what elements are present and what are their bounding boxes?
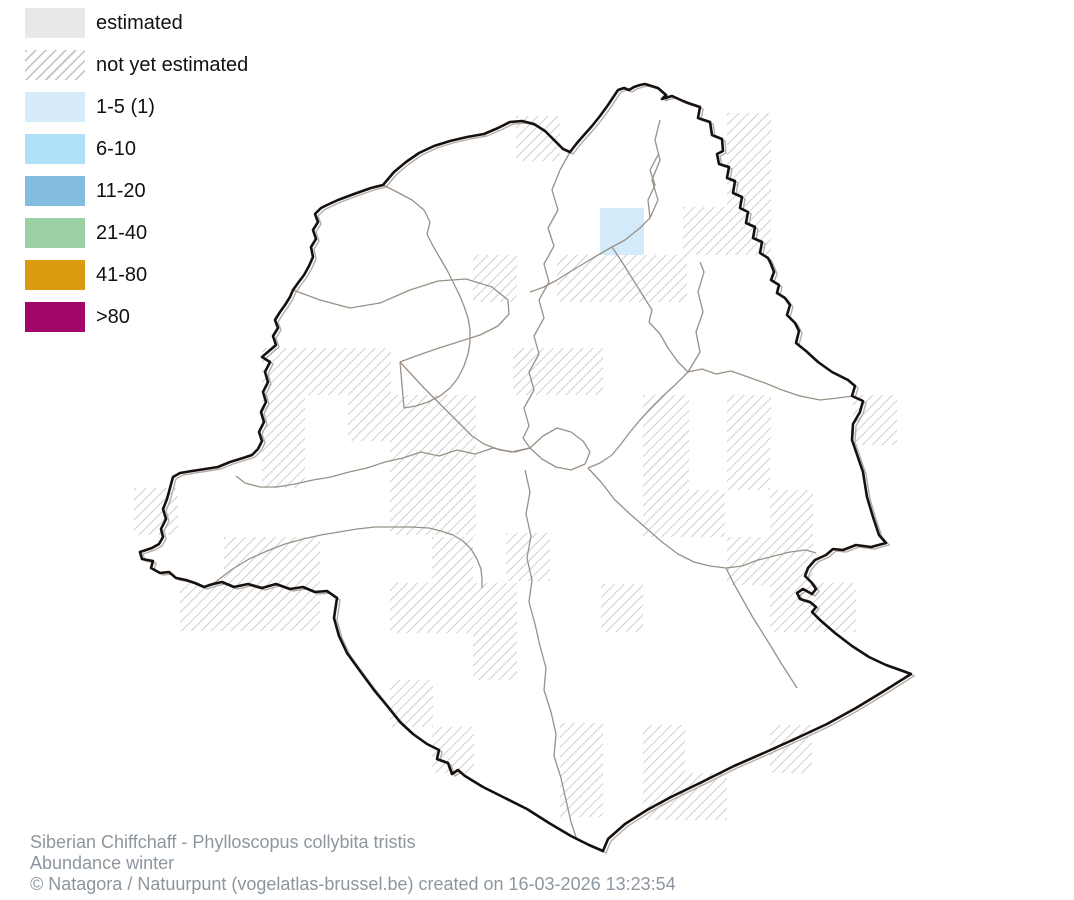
grid-cell-not-yet-estimated xyxy=(390,680,433,727)
legend-label: >80 xyxy=(96,305,130,328)
grid-cell-not-yet-estimated xyxy=(390,583,433,633)
grid-cell-not-yet-estimated xyxy=(643,725,685,773)
grid-cell-not-yet-estimated xyxy=(813,583,856,632)
grid-cell-not-yet-estimated xyxy=(432,488,476,535)
grid-cell-not-yet-estimated xyxy=(557,255,601,302)
grid-cell-not-yet-estimated xyxy=(390,441,433,488)
legend-row-1-5: 1-5 (1) xyxy=(25,92,248,122)
grid-cell-not-yet-estimated xyxy=(560,723,603,770)
grid-cell-not-yet-estimated xyxy=(348,395,391,441)
grid-cell-not-yet-estimated xyxy=(683,207,727,255)
grid-cell-not-yet-estimated xyxy=(134,488,178,535)
grid-cell-not-yet-estimated xyxy=(473,255,517,302)
legend-label: 6-10 xyxy=(96,137,137,160)
grid-cell-not-yet-estimated xyxy=(432,441,476,488)
grid-cell-not-yet-estimated xyxy=(685,490,725,537)
grid-cell-not-yet-estimated xyxy=(770,490,813,537)
grid-cell-not-yet-estimated xyxy=(727,441,770,490)
legend-row-41-80: 41-80 xyxy=(25,260,248,290)
grid-cell-not-yet-estimated xyxy=(506,533,550,581)
grid-cell-not-yet-estimated xyxy=(643,395,689,441)
grid-cell-not-yet-estimated xyxy=(262,441,305,488)
grid-cell-not-yet-estimated xyxy=(727,537,770,585)
legend-label: 41-80 xyxy=(96,263,148,286)
grid-cell-not-yet-estimated xyxy=(643,490,685,537)
grid-cell-not-yet-estimated xyxy=(473,632,517,680)
legend-row-estimated: estimated xyxy=(25,8,248,38)
legend-swatch-11-20 xyxy=(25,176,85,206)
legend-swatch-41-80 xyxy=(25,260,85,290)
grid-cell-not-yet-estimated xyxy=(432,583,474,633)
grid-cell-not-yet-estimated xyxy=(643,441,689,490)
grid-cell-not-yet-estimated xyxy=(228,583,274,631)
legend-label: not yet estimated xyxy=(96,53,249,76)
grid-cell-not-yet-estimated xyxy=(305,348,348,395)
legend-label: estimated xyxy=(96,11,183,34)
grid-cell-not-yet-estimated xyxy=(432,537,473,583)
grid-cell-not-yet-estimated xyxy=(727,395,771,441)
legend-row-not-yet-estimated: not yet estimated xyxy=(25,50,248,80)
map-subtitle: Abundance winter xyxy=(30,853,175,873)
grid-cell-not-yet-estimated xyxy=(601,584,643,632)
grid-cell-not-yet-estimated xyxy=(180,583,228,631)
map-captions: Siberian Chiffchaff - Phylloscopus colly… xyxy=(30,832,676,895)
grid-cell-not-yet-estimated xyxy=(727,113,771,160)
legend-label: 1-5 (1) xyxy=(96,95,155,118)
copyright-line: © Natagora / Natuurpunt (vogelatlas-brus… xyxy=(30,874,676,894)
legend: estimated not yet estimated 1-5 (1) 6-10… xyxy=(25,8,248,332)
grid-cell-not-yet-estimated xyxy=(560,770,603,817)
legend-swatch-estimated xyxy=(25,8,85,38)
legend-swatch-1-5 xyxy=(25,92,85,122)
legend-row-11-20: 11-20 xyxy=(25,176,248,206)
legend-row-gt80: >80 xyxy=(25,302,248,332)
grid-cell-not-yet-estimated xyxy=(727,207,771,255)
grid-cell-not-yet-estimated xyxy=(853,395,897,445)
species-title: Siberian Chiffchaff - Phylloscopus colly… xyxy=(30,832,416,852)
grid-cell-not-yet-estimated xyxy=(558,348,603,395)
grid-cells-layer xyxy=(134,113,897,820)
grid-cell-not-yet-estimated xyxy=(770,725,812,773)
legend-row-21-40: 21-40 xyxy=(25,218,248,248)
region-boundary xyxy=(138,82,913,853)
legend-swatch-6-10 xyxy=(25,134,85,164)
legend-swatch-not-yet-estimated xyxy=(25,50,85,80)
grid-cell-not-yet-estimated xyxy=(473,583,517,632)
legend-swatch-gt80 xyxy=(25,302,85,332)
legend-row-6-10: 6-10 xyxy=(25,134,248,164)
legend-label: 11-20 xyxy=(96,179,146,202)
grid-cell-abundance-1-5 xyxy=(600,208,644,255)
municipality-borders xyxy=(212,119,854,841)
legend-swatch-21-40 xyxy=(25,218,85,248)
grid-cell-not-yet-estimated xyxy=(643,255,687,302)
legend-label: 21-40 xyxy=(96,221,148,244)
grid-cell-not-yet-estimated xyxy=(513,348,558,395)
grid-cell-not-yet-estimated xyxy=(348,348,391,395)
grid-cell-not-yet-estimated xyxy=(272,537,320,583)
